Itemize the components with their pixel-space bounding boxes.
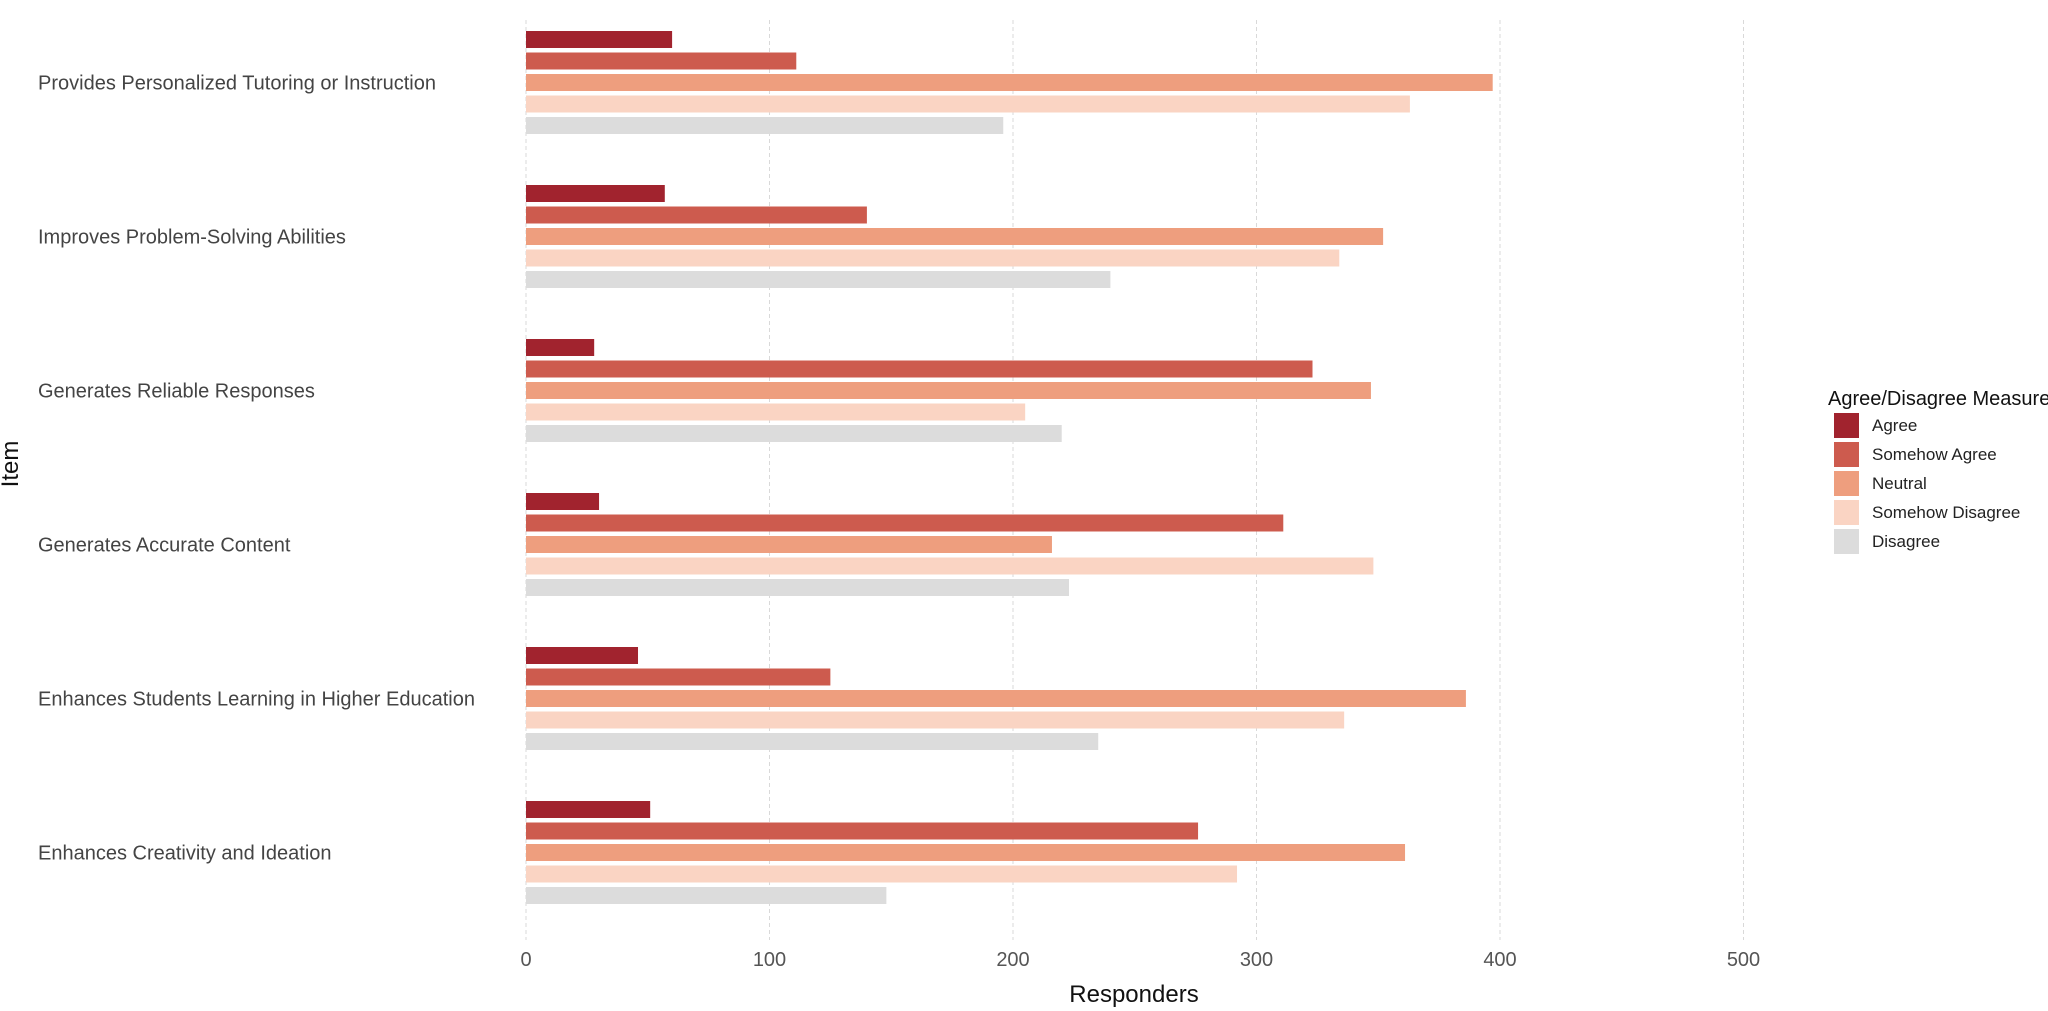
bar [526,493,600,510]
bar [526,360,1313,378]
bar [526,382,1371,399]
legend-swatch [1834,500,1859,525]
gridlines [525,20,1744,940]
bar [526,249,1340,267]
bar [526,733,1099,750]
legend-label: Neutral [1872,474,1927,493]
bar [526,425,1062,442]
category-label: Generates Reliable Responses [38,381,315,403]
bar [526,887,887,904]
category-labels: Provides Personalized Tutoring or Instru… [38,73,475,865]
category-label: Improves Problem-Solving Abilities [38,227,346,249]
bar [526,339,595,356]
bar [526,557,1374,575]
legend: Agree/Disagree Measure Agree Somehow Agre… [1828,388,2048,554]
bar [526,403,1026,421]
legend-swatch [1834,471,1859,496]
bar [526,271,1111,288]
bar [526,514,1284,532]
bar [526,536,1052,553]
legend-label: Somehow Disagree [1872,503,2020,522]
bar [526,690,1466,707]
legend-label: Disagree [1872,532,1940,551]
category-label: Enhances Students Learning in Higher Edu… [38,689,475,711]
bar [526,844,1406,861]
x-axis-title: Responders [1069,981,1198,1008]
bar [526,95,1410,113]
category-label: Provides Personalized Tutoring or Instru… [38,73,436,95]
legend-swatch [1834,442,1859,467]
x-tick-labels: 0 100 200 300 400 500 [520,949,1760,971]
category-label: Enhances Creativity and Ideation [38,843,332,865]
x-tick-label: 0 [520,949,531,971]
bar [526,801,651,818]
bar [526,185,665,202]
bar [526,865,1238,883]
bars [526,31,1493,904]
bar [526,74,1493,91]
legend-swatch [1834,413,1859,438]
legend-label: Agree [1872,416,1917,435]
bar [526,117,1004,134]
x-tick-label: 300 [1240,949,1273,971]
x-tick-label: 400 [1483,949,1516,971]
y-axis-title: Item [0,441,24,488]
bar [526,668,831,686]
bar [526,647,639,664]
legend-label: Somehow Agree [1872,445,1997,464]
legend-title: Agree/Disagree Measure [1828,388,2048,410]
x-tick-label: 500 [1727,949,1760,971]
x-tick-label: 100 [753,949,786,971]
bar [526,228,1384,245]
category-label: Generates Accurate Content [38,535,291,557]
x-tick-label: 200 [996,949,1029,971]
bar [526,31,673,48]
bar [526,206,867,224]
legend-swatch [1834,529,1859,554]
bar [526,822,1199,840]
bar [526,711,1345,729]
bar [526,52,797,70]
legend-items: Agree Somehow Agree Neutral Somehow Disagre… [1834,413,2020,554]
bar [526,579,1070,596]
